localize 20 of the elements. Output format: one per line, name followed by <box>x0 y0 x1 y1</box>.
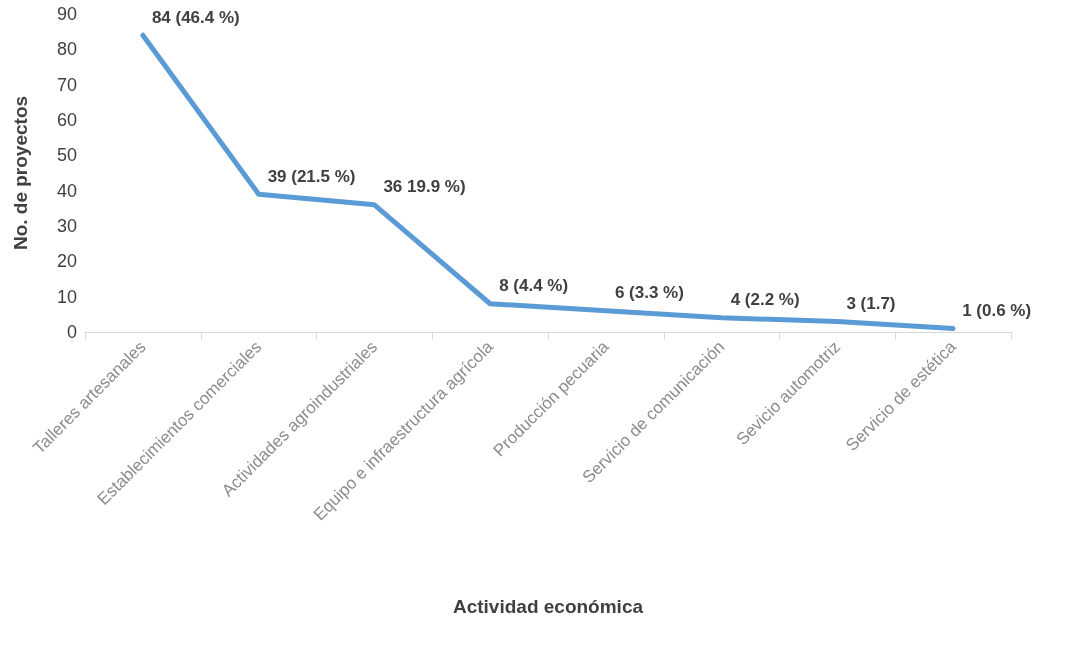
y-tick-label: 50 <box>56 145 77 166</box>
y-tick-label: 10 <box>56 286 77 307</box>
data-label: 1 (0.6 %) <box>962 300 1032 320</box>
data-label: 6 (3.3 %) <box>614 283 684 303</box>
y-tick-label: 40 <box>56 180 77 201</box>
y-tick-label: 80 <box>56 39 77 60</box>
data-label: 39 (21.5 %) <box>267 166 356 186</box>
y-axis-title: No. de proyectos <box>10 95 31 251</box>
y-tick-label: 0 <box>66 322 77 342</box>
y-tick-label: 20 <box>56 251 77 272</box>
y-tick-label: 90 <box>56 4 77 24</box>
data-label: 84 (46.4 %) <box>151 7 240 27</box>
x-axis-title: Actividad económica <box>452 596 644 617</box>
data-label: 4 (2.2 %) <box>730 290 800 310</box>
y-tick-label: 60 <box>56 110 77 130</box>
data-label: 3 (1.7) <box>846 293 896 313</box>
y-tick-label: 70 <box>56 74 77 95</box>
data-label: 36 19.9 %) <box>383 177 466 197</box>
data-label: 8 (4.4 %) <box>499 276 569 296</box>
y-tick-label: 30 <box>56 216 77 236</box>
